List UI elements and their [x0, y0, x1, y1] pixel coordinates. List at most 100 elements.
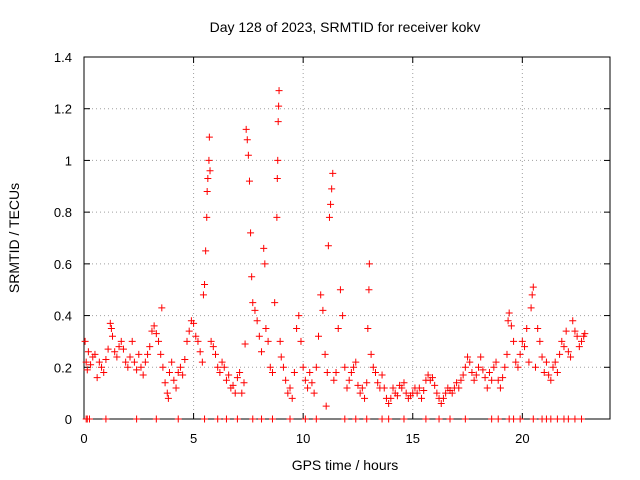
- data-point: [163, 389, 171, 397]
- data-point: [575, 343, 583, 351]
- y-tick-label: 0.4: [54, 309, 72, 324]
- data-point: [225, 371, 233, 379]
- data-point: [158, 304, 166, 312]
- data-point: [324, 242, 332, 250]
- data-point: [413, 389, 421, 397]
- data-point: [301, 376, 309, 384]
- data-point: [172, 384, 180, 392]
- data-point: [152, 330, 160, 338]
- data-point: [251, 306, 259, 314]
- data-point: [437, 399, 445, 407]
- data-point: [91, 350, 99, 358]
- data-point: [352, 358, 360, 366]
- data-point: [393, 392, 401, 400]
- data-point: [531, 363, 539, 371]
- data-point: [553, 415, 561, 423]
- data-point: [433, 389, 441, 397]
- data-point: [124, 363, 132, 371]
- data-point: [387, 394, 395, 402]
- data-point: [206, 167, 214, 175]
- data-point: [202, 247, 210, 255]
- data-point: [262, 325, 270, 332]
- data-point: [205, 133, 213, 141]
- data-point: [439, 394, 447, 402]
- data-point: [371, 368, 379, 376]
- data-point: [483, 384, 491, 392]
- data-point: [466, 358, 474, 366]
- x-axis-label: GPS time / hours: [292, 457, 399, 473]
- data-point: [273, 175, 281, 183]
- x-tick-label: 15: [406, 431, 420, 446]
- data-point: [470, 376, 478, 384]
- data-point: [277, 353, 285, 361]
- data-point: [179, 371, 187, 379]
- data-point: [332, 368, 340, 376]
- data-point: [415, 384, 423, 392]
- data-point: [503, 350, 511, 358]
- data-point: [155, 337, 163, 345]
- data-point: [268, 368, 276, 376]
- data-point: [249, 299, 257, 307]
- data-point: [274, 118, 282, 126]
- data-point: [126, 353, 134, 361]
- data-point: [204, 175, 212, 183]
- data-point: [319, 306, 327, 314]
- data-point: [141, 358, 149, 366]
- data-point: [510, 415, 518, 423]
- data-point: [312, 363, 320, 371]
- y-tick-label: 0.8: [54, 205, 72, 220]
- data-point: [176, 363, 184, 371]
- data-point: [98, 363, 106, 371]
- data-point: [133, 366, 141, 374]
- data-point: [369, 363, 377, 371]
- data-point: [435, 415, 443, 423]
- data-point: [266, 363, 274, 371]
- data-point: [490, 363, 498, 371]
- data-point: [102, 356, 110, 364]
- data-point: [190, 319, 198, 327]
- data-point: [455, 384, 463, 392]
- data-point: [301, 415, 309, 423]
- data-point: [161, 379, 169, 387]
- data-point: [328, 185, 336, 193]
- data-point: [85, 415, 93, 423]
- data-point: [84, 348, 92, 356]
- data-point: [545, 371, 553, 379]
- chart-title: Day 128 of 2023, SRMTID for receiver kok…: [210, 19, 481, 35]
- data-point: [477, 353, 485, 361]
- data-point: [492, 358, 500, 366]
- data-point: [481, 374, 489, 382]
- data-point: [106, 319, 114, 327]
- data-point: [556, 350, 564, 358]
- data-point: [214, 415, 222, 423]
- data-point: [505, 309, 513, 317]
- data-point: [107, 325, 115, 332]
- data-point: [249, 415, 257, 423]
- data-point: [420, 387, 428, 395]
- data-point: [271, 299, 279, 307]
- data-point: [364, 325, 372, 332]
- data-point: [578, 337, 586, 345]
- data-point: [504, 317, 512, 325]
- data-point: [339, 312, 347, 320]
- data-point: [514, 363, 522, 371]
- data-point: [518, 337, 526, 345]
- data-point: [325, 213, 333, 221]
- data-point: [233, 374, 241, 382]
- data-point: [164, 394, 172, 402]
- data-point: [418, 394, 426, 402]
- data-point: [378, 415, 386, 423]
- data-point: [571, 327, 579, 335]
- data-point: [341, 363, 349, 371]
- data-point: [170, 376, 178, 384]
- data-point: [222, 415, 230, 423]
- data-point: [229, 381, 237, 389]
- data-point: [258, 348, 266, 356]
- data-point: [261, 260, 269, 268]
- data-point: [260, 244, 268, 252]
- data-point: [453, 379, 461, 387]
- data-point: [472, 371, 480, 379]
- data-point: [365, 260, 373, 268]
- data-point: [529, 415, 537, 423]
- data-point: [295, 312, 303, 320]
